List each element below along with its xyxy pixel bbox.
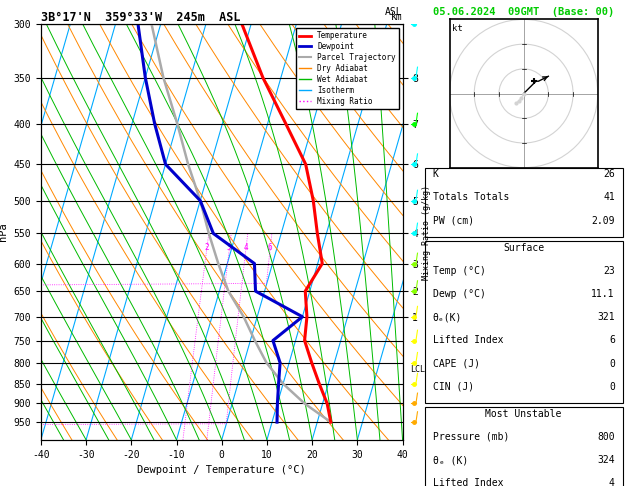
Bar <box>425 407 623 486</box>
Bar <box>425 168 623 237</box>
Text: Lifted Index: Lifted Index <box>433 335 503 346</box>
Text: 6: 6 <box>609 335 615 346</box>
Text: Most Unstable: Most Unstable <box>486 409 562 419</box>
Text: Pressure (mb): Pressure (mb) <box>433 432 509 442</box>
Text: Temp (°C): Temp (°C) <box>433 266 486 276</box>
Text: PW (cm): PW (cm) <box>433 216 474 226</box>
Text: 11.1: 11.1 <box>591 289 615 299</box>
Text: 23: 23 <box>603 266 615 276</box>
Text: 800: 800 <box>597 432 615 442</box>
Text: Dewp (°C): Dewp (°C) <box>433 289 486 299</box>
Text: CIN (J): CIN (J) <box>433 382 474 392</box>
Text: θₑ(K): θₑ(K) <box>433 312 462 322</box>
Y-axis label: hPa: hPa <box>0 223 8 242</box>
Text: LCL: LCL <box>410 364 425 374</box>
X-axis label: Dewpoint / Temperature (°C): Dewpoint / Temperature (°C) <box>137 465 306 475</box>
Text: Lifted Index: Lifted Index <box>433 478 503 486</box>
Text: 324: 324 <box>597 455 615 465</box>
Text: θₑ (K): θₑ (K) <box>433 455 468 465</box>
Text: ASL: ASL <box>385 7 403 17</box>
Text: kt: kt <box>452 24 463 33</box>
Text: 4: 4 <box>609 478 615 486</box>
Text: 0: 0 <box>609 359 615 368</box>
Text: 0: 0 <box>609 382 615 392</box>
Text: 321: 321 <box>597 312 615 322</box>
Text: 05.06.2024  09GMT  (Base: 00): 05.06.2024 09GMT (Base: 00) <box>433 7 615 17</box>
Text: K: K <box>433 169 438 179</box>
Text: 3: 3 <box>226 243 231 252</box>
Text: 3B°17'N  359°33'W  245m  ASL: 3B°17'N 359°33'W 245m ASL <box>41 11 240 24</box>
Text: Mixing Ratio (g/kg): Mixing Ratio (g/kg) <box>421 185 431 279</box>
Text: 41: 41 <box>603 192 615 203</box>
Text: 2.09: 2.09 <box>591 216 615 226</box>
Bar <box>425 241 623 403</box>
Text: 2: 2 <box>204 243 209 252</box>
Text: km: km <box>391 12 403 22</box>
Text: 4: 4 <box>243 243 248 252</box>
Text: 6: 6 <box>267 243 272 252</box>
Text: Surface: Surface <box>503 243 544 253</box>
Legend: Temperature, Dewpoint, Parcel Trajectory, Dry Adiabat, Wet Adiabat, Isotherm, Mi: Temperature, Dewpoint, Parcel Trajectory… <box>296 28 399 109</box>
Text: Totals Totals: Totals Totals <box>433 192 509 203</box>
Text: CAPE (J): CAPE (J) <box>433 359 479 368</box>
Text: 26: 26 <box>603 169 615 179</box>
